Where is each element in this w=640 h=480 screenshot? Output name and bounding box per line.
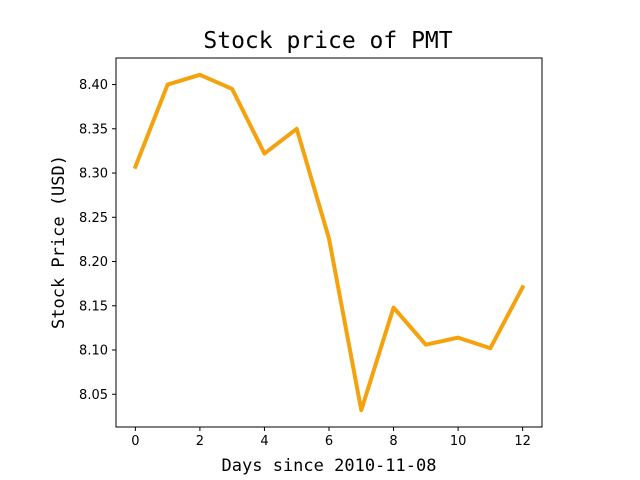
x-tick-label: 2 (196, 434, 204, 449)
y-tick-label: 8.20 (79, 255, 108, 270)
x-tick-label: 12 (514, 434, 531, 449)
series-points (135, 74, 523, 411)
plot-frame (115, 57, 543, 428)
x-tick-label: 4 (260, 434, 268, 449)
x-axis-label: Days since 2010-11-08 (222, 456, 437, 476)
y-tick-label: 8.10 (79, 344, 108, 359)
y-tick-label: 8.15 (79, 299, 108, 314)
chart-title: Stock price of PMT (203, 28, 452, 54)
y-tick-label: 8.25 (79, 211, 108, 226)
series-line-pmt (132, 72, 526, 413)
plot-area: 0 2 4 6 8 10 12 8.05 8.10 8.15 8.20 8.25 8.30 8.35 8.4… (79, 57, 543, 449)
axis-ticks: 0 2 4 6 8 10 12 8.05 8.10 8.15 8.20 8.25 8.30 8.35 8.4… (79, 78, 531, 449)
y-tick-label: 8.30 (79, 167, 108, 182)
x-tick-label: 0 (131, 434, 139, 449)
y-tick-label: 8.35 (79, 122, 108, 137)
y-axis-label: Stock Price (USD) (49, 155, 69, 329)
y-tick-label: 8.05 (79, 388, 108, 403)
x-tick-label: 6 (325, 434, 333, 449)
x-tick-label: 8 (389, 434, 397, 449)
x-tick-label: 10 (450, 434, 467, 449)
y-tick-label: 8.40 (79, 78, 108, 93)
